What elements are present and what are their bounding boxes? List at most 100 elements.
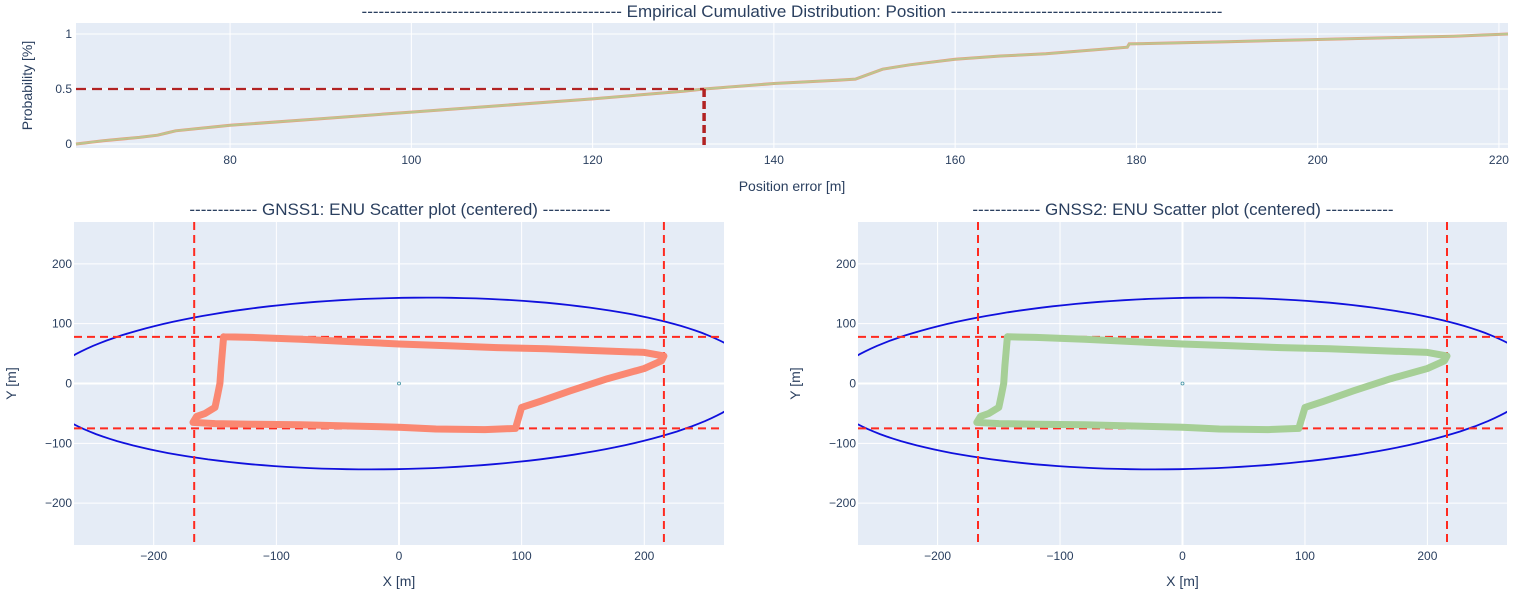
gnss1-x-tick-label: 200 bbox=[634, 549, 654, 563]
gnss1-x-tick-label: −100 bbox=[263, 549, 290, 563]
gnss2-track-point bbox=[1081, 336, 1088, 343]
gnss1-y-tick-label: 200 bbox=[52, 257, 72, 271]
gnss2-track-point bbox=[1301, 404, 1309, 411]
gnss1-track-point bbox=[536, 398, 544, 405]
gnss1-track-point bbox=[202, 410, 209, 417]
gnss1-track-point bbox=[543, 345, 550, 352]
cdf-x-tick-label: 200 bbox=[1308, 153, 1328, 167]
cdf-x-axis-label: Position error [m] bbox=[739, 178, 846, 194]
gnss1-x-tick-label: −200 bbox=[140, 549, 167, 563]
gnss2-track-point bbox=[1179, 340, 1186, 348]
gnss2-track-point bbox=[1295, 425, 1303, 432]
gnss1-y-tick-label: 0 bbox=[65, 377, 72, 391]
gnss2-track-point bbox=[1001, 362, 1009, 369]
gnss1-track-point bbox=[211, 420, 219, 427]
cdf-x-tick-label: 180 bbox=[1126, 153, 1146, 167]
gnss1-track-point bbox=[297, 336, 305, 343]
gnss1-x-tick-label: 0 bbox=[396, 549, 403, 563]
gnss1-track-point bbox=[248, 421, 255, 428]
gnss2-track-point bbox=[1320, 398, 1327, 405]
gnss1-track-point bbox=[518, 404, 525, 411]
cdf-plot-area bbox=[76, 23, 1508, 148]
gnss2-track-point bbox=[973, 419, 980, 426]
gnss1-track-point bbox=[346, 422, 354, 430]
gnss1-track-point bbox=[248, 334, 255, 341]
gnss2-track-point bbox=[995, 420, 1002, 427]
gnss2-track-point bbox=[1387, 375, 1394, 382]
gnss1-track-point bbox=[658, 357, 665, 364]
cdf-x-tick-label: 100 bbox=[401, 153, 421, 167]
gnss2-track-point bbox=[977, 413, 984, 420]
gnss2-track-point bbox=[995, 404, 1002, 411]
gnss2-track-point bbox=[1265, 426, 1272, 433]
gnss2-y-tick-label: −200 bbox=[829, 496, 856, 510]
gnss2-title: ------------ GNSS2: ENU Scatter plot (ce… bbox=[972, 200, 1393, 219]
gnss1-track-point bbox=[216, 380, 224, 387]
cdf-x-tick-label: 220 bbox=[1489, 153, 1509, 167]
gnss2-track-point bbox=[1277, 344, 1284, 351]
gnss2-track-point bbox=[1032, 421, 1039, 428]
gnss1-track-point bbox=[218, 362, 225, 369]
gnss1-track-point bbox=[193, 413, 200, 420]
gnss1-track-point bbox=[641, 365, 648, 372]
gnss1-track-point bbox=[395, 424, 403, 431]
gnss2-track-point bbox=[985, 410, 993, 417]
gnss2-track-point bbox=[1081, 421, 1088, 428]
cdf-x-tick-label: 160 bbox=[945, 153, 965, 167]
gnss2-track-point bbox=[1326, 345, 1333, 352]
cdf-y-tick-label: 1 bbox=[65, 27, 72, 41]
gnss2-track-point bbox=[1216, 425, 1223, 433]
gnss1-track-point bbox=[604, 375, 611, 382]
gnss1-track-point bbox=[395, 340, 403, 348]
gnss1-track-point bbox=[220, 333, 227, 340]
gnss2-y-axis-label: Y [m] bbox=[787, 367, 803, 399]
gnss2-track-point bbox=[1441, 357, 1448, 364]
cdf-x-tick-label: 120 bbox=[583, 153, 603, 167]
gnss2-x-tick-label: −100 bbox=[1047, 549, 1074, 563]
cdf-plot: 80 100 120 140 160 180 200 220 0 0.5 1 Position err… bbox=[19, 23, 1509, 194]
cdf-y-tick-label: 0.5 bbox=[55, 82, 72, 96]
gnss2-track-point bbox=[1130, 338, 1137, 345]
gnss2-x-tick-label: 100 bbox=[1295, 549, 1315, 563]
gnss1-plot-content bbox=[74, 222, 724, 545]
gnss1-track-point bbox=[214, 392, 221, 399]
gnss1-center-marker bbox=[397, 381, 401, 386]
gnss2-track-point bbox=[1032, 334, 1039, 341]
gnss1-y-tick-label: 100 bbox=[52, 317, 72, 331]
gnss2-track-point bbox=[1000, 380, 1007, 387]
cdf-series-line bbox=[75, 32, 1509, 146]
gnss1-track-point bbox=[592, 347, 599, 354]
gnss1-x-tick-label: 100 bbox=[512, 549, 532, 563]
gnss1-track-point bbox=[641, 349, 648, 356]
gnss1-confidence-ellipse bbox=[74, 296, 724, 471]
gnss2-x-tick-label: 200 bbox=[1417, 549, 1437, 563]
gnss2-track-point bbox=[1179, 424, 1186, 431]
cdf-x-tick-label: 140 bbox=[764, 153, 784, 167]
gnss2-track-point bbox=[1424, 349, 1431, 356]
gnss2-track-point bbox=[1350, 387, 1358, 394]
gnss2-x-axis-label: X [m] bbox=[1166, 573, 1199, 589]
gnss2-y-tick-label: −100 bbox=[829, 436, 856, 450]
gnss2-track-point bbox=[1443, 352, 1451, 360]
cdf-x-tick-label: 80 bbox=[223, 153, 237, 167]
gnss2-x-tick-label: 0 bbox=[1179, 549, 1186, 563]
gnss1-x-axis-label: X [m] bbox=[383, 573, 416, 589]
gnss1-track-point bbox=[660, 352, 668, 360]
gnss1-y-tick-label: −100 bbox=[45, 436, 72, 450]
gnss1-scatter-plot: −200 −100 0 100 200 −200 −100 0 100 200 X [m] Y [m] bbox=[3, 222, 724, 589]
gnss1-track-point bbox=[346, 338, 354, 345]
gnss1-y-tick-label: −200 bbox=[45, 496, 72, 510]
gnss1-track-point bbox=[211, 404, 219, 411]
gnss2-scatter-plot: −200 −100 0 100 200 −200 −100 0 100 200 X [m] Y [m] bbox=[787, 222, 1507, 589]
gnss2-track-point bbox=[1424, 365, 1431, 372]
gnss2-y-tick-label: 100 bbox=[836, 317, 856, 331]
gnss2-track-point bbox=[1130, 422, 1137, 430]
gnss1-track-point bbox=[432, 425, 439, 433]
cdf-title: ----------------------------------------… bbox=[362, 2, 1223, 21]
gnss2-track-point bbox=[998, 392, 1005, 399]
gnss1-track-point bbox=[444, 342, 452, 349]
gnss2-plot-content bbox=[858, 222, 1507, 545]
gnss2-y-tick-label: 0 bbox=[849, 377, 856, 391]
